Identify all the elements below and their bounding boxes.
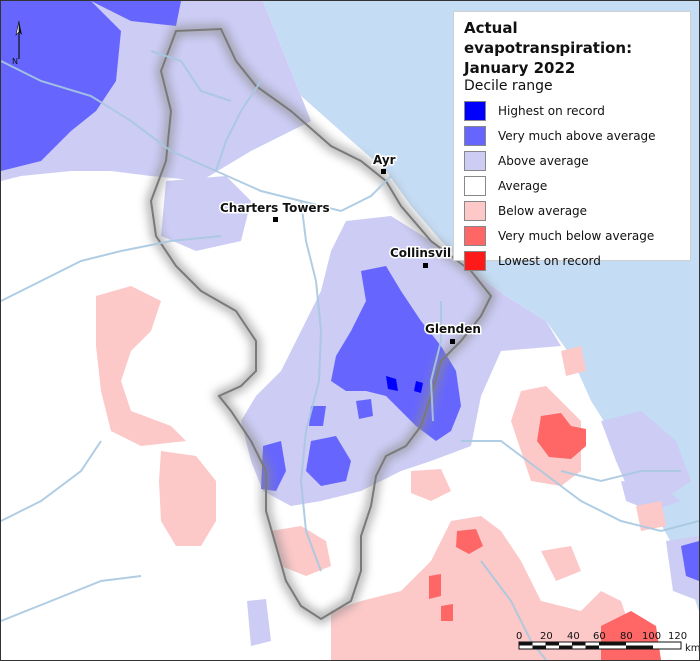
town-label-glenden: Glenden [425,322,481,336]
legend: Actual evapotranspiration: January 2022 … [453,11,691,271]
town-marker [423,263,428,268]
legend-label: Lowest on record [498,253,601,268]
scale-tick-40: 40 [567,631,580,642]
town-label-collinsville: Collinsvil [390,246,451,260]
town-ayr: Ayr [372,152,397,174]
legend-item-below: Below average [464,198,680,223]
legend-title-line1: Actual evapotranspiration: [464,19,633,57]
town-glenden: Glenden [424,321,482,344]
scale-bar: 0 20 40 60 80 100 120 km [516,631,699,654]
very-much-below-areas [429,413,661,660]
legend-item-lowest: Lowest on record [464,248,680,273]
town-marker [381,169,386,174]
town-marker [273,217,278,222]
scale-tick-60: 60 [593,631,606,642]
legend-swatch [464,150,486,171]
region-border [149,27,493,621]
legend-swatch [464,225,486,246]
legend-label: Above average [498,153,589,168]
below-average-areas [96,286,666,660]
town-label-charters-towers: Charters Towers [220,201,330,215]
legend-swatch [464,250,486,271]
legend-item-very-much-above: Very much above average [464,123,680,148]
legend-swatch [464,200,486,221]
scale-tick-0: 0 [516,631,522,642]
legend-label: Very much above average [498,128,656,143]
highest-record-areas [386,376,423,393]
town-charters-towers: Charters Towers [219,200,331,222]
rivers [1,50,699,660]
legend-subtitle: Decile range [464,78,553,94]
legend-label: Highest on record [498,103,605,118]
legend-swatch [464,125,486,146]
scale-tick-120: 120 [668,631,687,642]
town-marker [450,339,455,344]
scale-tick-100: 100 [642,631,661,642]
scale-unit: km [685,643,699,654]
legend-item-very-much-below: Very much below average [464,223,680,248]
scale-tick-80: 80 [620,631,633,642]
legend-label: Average [498,178,548,193]
town-collinsville: Collinsvil [389,245,453,268]
town-label-ayr: Ayr [373,153,396,167]
legend-item-average: Average [464,173,680,198]
legend-title-line2: January 2022 [464,59,576,77]
legend-swatch [464,175,486,196]
north-arrow-label: N [12,57,18,66]
scale-tick-20: 20 [540,631,553,642]
legend-swatch [464,100,486,121]
legend-item-above: Above average [464,148,680,173]
legend-label: Below average [498,203,588,218]
north-arrow-icon: N [12,20,22,66]
legend-item-highest: Highest on record [464,98,680,123]
legend-label: Very much below average [498,228,655,243]
